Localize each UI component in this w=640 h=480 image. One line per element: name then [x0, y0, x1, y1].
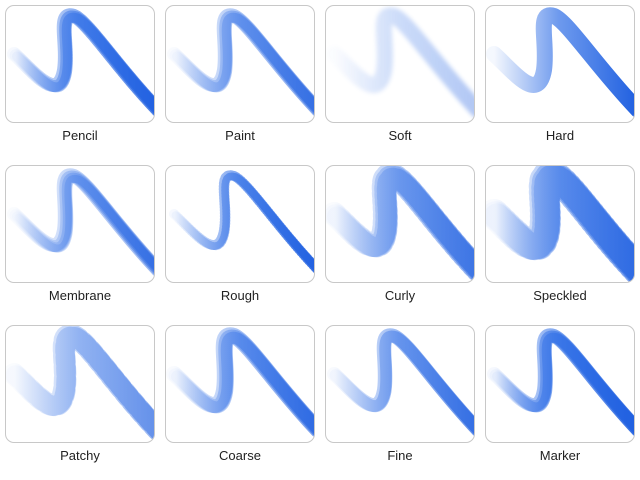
brush-label: Hard: [545, 128, 575, 143]
brush-preview: [326, 7, 474, 117]
brush-stroke: [171, 331, 314, 434]
brush-tile[interactable]: [325, 325, 475, 443]
brush-label: Pencil: [62, 128, 98, 143]
brush-tile[interactable]: [5, 325, 155, 443]
brush-preview: [486, 166, 634, 282]
brush-label: Curly: [384, 288, 416, 303]
brush-preview: [169, 170, 314, 274]
brush-stroke: [327, 167, 474, 280]
brush-tile[interactable]: [5, 5, 155, 123]
brush-preview: [167, 8, 314, 116]
brush-label: Patchy: [60, 448, 100, 463]
brush-tile[interactable]: [165, 165, 315, 283]
brush-label: Coarse: [219, 448, 261, 463]
brush-label: Rough: [220, 288, 260, 303]
brush-stroke: [326, 7, 474, 117]
brush-preview: [326, 166, 474, 282]
brush-preview: [486, 7, 634, 117]
brush-label: Marker: [539, 448, 581, 463]
brush-tile[interactable]: [165, 5, 315, 123]
brush-preview: [166, 327, 314, 437]
brush-tile[interactable]: [165, 325, 315, 443]
brush-stroke: [172, 12, 314, 113]
brush-tile[interactable]: [5, 165, 155, 283]
brush-preview: [487, 328, 634, 436]
brush-tile[interactable]: [485, 165, 635, 283]
brush-tile[interactable]: [485, 5, 635, 123]
brush-stroke: [14, 174, 154, 271]
brush-tile[interactable]: [325, 5, 475, 123]
brush-preview: [7, 8, 154, 116]
brush-stroke: [492, 332, 634, 433]
brush-label: Fine: [387, 448, 413, 463]
brush-stroke: [486, 7, 634, 117]
brush-label: Membrane: [48, 288, 112, 303]
brush-stroke: [171, 172, 314, 272]
brush-label: Paint: [225, 128, 255, 143]
brush-preview: [7, 168, 154, 276]
brush-tile[interactable]: [325, 165, 475, 283]
brush-preview: [327, 328, 474, 436]
brush-tile[interactable]: [485, 325, 635, 443]
brush-stroke: [329, 330, 474, 435]
brush-preview: [6, 326, 154, 441]
brush-stroke: [12, 12, 154, 113]
brush-label: Speckled: [533, 288, 587, 303]
brush-stroke: [6, 326, 154, 440]
brush-stroke: [486, 166, 634, 282]
brush-stroke: [169, 170, 314, 274]
brush-label: Soft: [388, 128, 412, 143]
